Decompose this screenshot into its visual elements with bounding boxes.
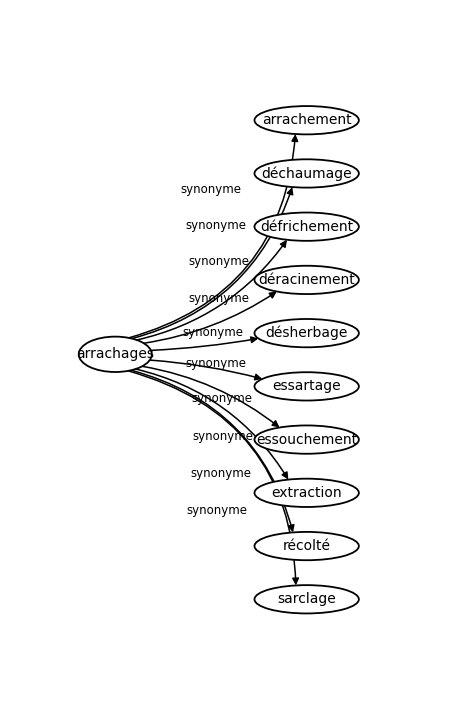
Ellipse shape [255, 266, 359, 294]
Text: synonyme: synonyme [188, 255, 249, 269]
Text: synonyme: synonyme [188, 291, 249, 305]
Ellipse shape [255, 213, 359, 241]
FancyArrowPatch shape [128, 371, 299, 584]
FancyArrowPatch shape [151, 337, 257, 351]
Text: déchaumage: déchaumage [261, 166, 352, 181]
FancyArrowPatch shape [132, 189, 293, 339]
Text: synonyme: synonyme [186, 504, 247, 518]
Text: défrichement: défrichement [260, 220, 353, 234]
Text: récolté: récolté [283, 539, 330, 553]
Ellipse shape [255, 479, 359, 507]
FancyArrowPatch shape [150, 360, 260, 380]
Text: synonyme: synonyme [185, 219, 246, 232]
FancyArrowPatch shape [144, 293, 275, 343]
Text: synonyme: synonyme [193, 430, 254, 443]
Ellipse shape [255, 106, 359, 134]
FancyArrowPatch shape [136, 369, 287, 478]
Text: synonyme: synonyme [182, 326, 243, 339]
Text: synonyme: synonyme [185, 357, 246, 370]
Ellipse shape [255, 426, 359, 454]
FancyArrowPatch shape [142, 366, 278, 426]
Text: sarclage: sarclage [277, 592, 336, 607]
Ellipse shape [79, 337, 152, 372]
Ellipse shape [255, 159, 359, 187]
Text: désherbage: désherbage [265, 326, 348, 340]
FancyArrowPatch shape [131, 370, 294, 531]
Ellipse shape [255, 532, 359, 560]
Text: déracinement: déracinement [258, 273, 355, 287]
Text: essartage: essartage [273, 380, 341, 393]
FancyArrowPatch shape [129, 136, 298, 338]
Text: synonyme: synonyme [180, 183, 241, 196]
Text: arrachement: arrachement [262, 113, 352, 127]
Ellipse shape [255, 372, 359, 401]
Text: arrachages: arrachages [76, 347, 154, 361]
Ellipse shape [255, 319, 359, 347]
Text: essouchement: essouchement [256, 433, 357, 447]
Text: extraction: extraction [271, 486, 342, 500]
Text: synonyme: synonyme [192, 392, 253, 406]
Ellipse shape [255, 585, 359, 614]
FancyArrowPatch shape [137, 241, 286, 340]
Text: synonyme: synonyme [190, 467, 251, 480]
